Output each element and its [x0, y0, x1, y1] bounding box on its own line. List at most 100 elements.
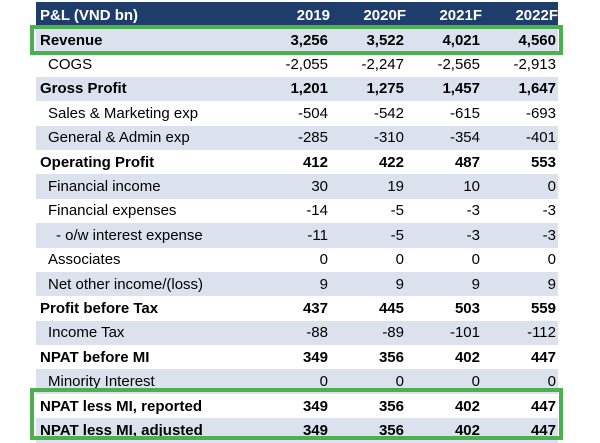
row-label: Financial expenses	[48, 202, 177, 220]
cell: 1,275	[366, 80, 404, 98]
cell: 1,457	[442, 80, 480, 98]
cell: 356	[378, 421, 404, 439]
cell: -3	[542, 202, 556, 220]
cell: -354	[449, 129, 480, 147]
row-npat-less-mi-reported: NPAT less MI, reported 349 356 402 447	[36, 394, 558, 418]
year-2021f: 2021F	[439, 6, 482, 24]
cell: -3	[466, 226, 480, 244]
cell: 356	[378, 348, 404, 366]
row-label: Sales & Marketing exp	[48, 104, 199, 122]
row-cogs: COGS -2,055 -2,247 -2,565 -2,913	[36, 52, 558, 76]
cell: -615	[449, 104, 480, 122]
row-label: Operating Profit	[40, 153, 155, 171]
cell: -101	[449, 324, 480, 342]
year-2019: 2019	[296, 6, 330, 24]
cell: 402	[454, 348, 480, 366]
cell: -3	[466, 202, 480, 220]
cell: -3	[542, 226, 556, 244]
row-label: General & Admin exp	[48, 129, 190, 147]
cell: 402	[454, 397, 480, 415]
row-financial-expenses: Financial expenses -14 -5 -3 -3	[36, 199, 558, 223]
row-sales-marketing: Sales & Marketing exp -504 -542 -615 -69…	[36, 101, 558, 125]
row-label: Profit before Tax	[40, 299, 159, 317]
row-label: NPAT less MI, adjusted	[40, 421, 203, 439]
row-label: NPAT before MI	[40, 348, 150, 366]
cell: 0	[319, 251, 328, 269]
cell: 0	[471, 373, 480, 391]
row-label: Financial income	[48, 178, 161, 196]
cell: 503	[454, 299, 480, 317]
row-general-admin: General & Admin exp -285 -310 -354 -401	[36, 125, 558, 150]
cell: 4,560	[518, 31, 556, 49]
row-label: Gross Profit	[40, 80, 127, 98]
row-revenue: Revenue 3,256 3,522 4,021 4,560	[36, 28, 558, 53]
cell: -5	[390, 202, 404, 220]
cell: -310	[373, 129, 404, 147]
cell: 553	[530, 153, 556, 171]
cell: -2,055	[285, 56, 328, 74]
row-associates: Associates 0 0 0 0	[36, 248, 558, 272]
cell: -285	[297, 129, 328, 147]
cell: -5	[390, 226, 404, 244]
cell: -693	[525, 104, 556, 122]
cell: 0	[319, 373, 328, 391]
cell: -504	[297, 104, 328, 122]
cell: 10	[463, 178, 480, 196]
cell: -2,565	[437, 56, 480, 74]
cell: 30	[311, 178, 328, 196]
row-interest-expense: - o/w interest expense -11 -5 -3 -3	[36, 223, 558, 248]
year-2022f: 2022F	[515, 6, 558, 24]
year-2020f: 2020F	[363, 6, 406, 24]
cell: 349	[302, 348, 328, 366]
cell: 9	[395, 275, 404, 293]
cell: -542	[373, 104, 404, 122]
cell: 9	[319, 275, 328, 293]
cell: 487	[454, 153, 480, 171]
cell: 19	[387, 178, 404, 196]
cell: 0	[547, 251, 556, 269]
cell: -88	[306, 324, 328, 342]
cell: 422	[378, 153, 404, 171]
cell: 9	[547, 275, 556, 293]
cell: 3,522	[366, 31, 404, 49]
row-gross-profit: Gross Profit 1,201 1,275 1,457 1,647	[36, 76, 558, 102]
cell: 559	[530, 299, 556, 317]
cell: -11	[307, 226, 328, 244]
cell: 445	[378, 299, 404, 317]
row-net-other-income: Net other income/(loss) 9 9 9 9	[36, 271, 558, 297]
table-header: P&L (VND bn) 2019 2020F 2021F 2022F	[36, 2, 558, 28]
row-minority-interest: Minority Interest 0 0 0 0	[36, 369, 558, 394]
cell: 349	[302, 397, 328, 415]
row-npat-before-mi: NPAT before MI 349 356 402 447	[36, 345, 558, 369]
cell: 3,256	[290, 31, 328, 49]
cell: -112	[527, 324, 556, 342]
cell: 0	[471, 251, 480, 269]
row-income-tax: Income Tax -88 -89 -101 -112	[36, 320, 558, 346]
header-label: P&L (VND bn)	[40, 6, 139, 24]
row-financial-income: Financial income 30 19 10 0	[36, 174, 558, 199]
row-operating-profit: Operating Profit 412 422 487 553	[36, 150, 558, 174]
row-label: Net other income/(loss)	[48, 275, 204, 293]
cell: 0	[547, 178, 556, 196]
cell: 349	[302, 421, 328, 439]
cell: 447	[530, 397, 556, 415]
row-label: Minority Interest	[48, 373, 155, 391]
row-label: COGS	[48, 56, 93, 74]
cell: 412	[302, 153, 328, 171]
row-label: Income Tax	[48, 324, 125, 342]
cell: 0	[547, 373, 556, 391]
cell: -89	[382, 324, 404, 342]
row-label: - o/w interest expense	[56, 226, 203, 244]
cell: 447	[530, 348, 556, 366]
row-npat-less-mi-adjusted: NPAT less MI, adjusted 349 356 402 447	[36, 418, 558, 443]
cell: 0	[395, 251, 404, 269]
cell: 1,201	[290, 80, 328, 98]
cell: 447	[530, 421, 556, 439]
cell: -401	[525, 129, 556, 147]
cell: 9	[471, 275, 480, 293]
cell: -14	[306, 202, 328, 220]
cell: 437	[302, 299, 328, 317]
cell: 402	[454, 421, 480, 439]
cell: 1,647	[518, 80, 556, 98]
pl-table: P&L (VND bn) 2019 2020F 2021F 2022F Reve…	[36, 2, 558, 443]
